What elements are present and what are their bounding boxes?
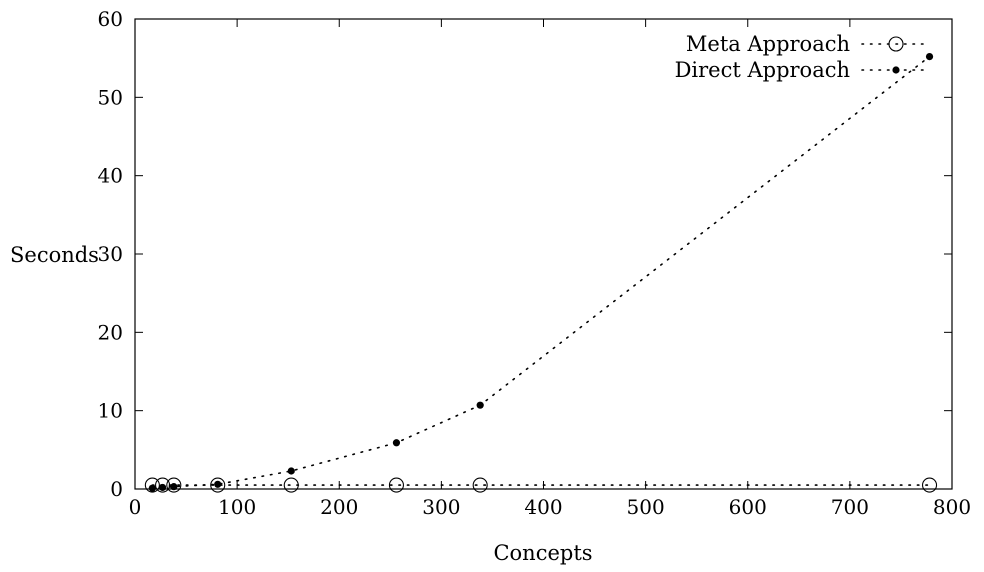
x-tick-label: 400 — [524, 495, 562, 519]
y-tick-label: 40 — [98, 164, 123, 188]
x-tick-label: 300 — [422, 495, 460, 519]
direct-approach-point — [476, 401, 484, 409]
meta-approach-point — [388, 477, 404, 493]
y-tick-label: 30 — [98, 242, 123, 266]
y-tick-label: 10 — [98, 399, 123, 423]
y-axis-title: Seconds — [10, 243, 99, 267]
series-marks — [144, 53, 938, 493]
meta-approach-point — [210, 477, 226, 493]
plot-frame — [134, 18, 953, 490]
direct-approach-point — [392, 439, 401, 447]
x-tick-label: 600 — [729, 495, 767, 519]
x-tick-label: 500 — [627, 495, 665, 519]
meta-approach-point — [283, 477, 299, 493]
y-tick-label: 0 — [110, 477, 123, 501]
legend-marker-meta-approach — [888, 36, 904, 52]
legend-label-direct-approach: Direct Approach — [675, 58, 850, 82]
meta-approach-point — [166, 477, 182, 493]
direct-approach-point — [287, 467, 295, 475]
legend-marker-direct-approach — [892, 66, 900, 74]
x-tick-label: 800 — [933, 495, 971, 519]
y-tick-label: 20 — [98, 320, 123, 344]
legend-label-meta-approach: Meta Approach — [686, 32, 850, 56]
y-tick-label: 50 — [98, 85, 123, 109]
meta-approach-point — [921, 477, 938, 493]
meta-approach-point — [155, 477, 171, 493]
x-tick-label: 200 — [320, 495, 358, 519]
direct-approach-point — [158, 483, 167, 492]
meta-approach-point — [472, 477, 488, 493]
direct-approach-point — [170, 483, 178, 491]
direct-approach-point — [148, 484, 156, 492]
meta-approach-point — [144, 477, 160, 493]
direct-approach-point — [214, 480, 222, 488]
series-lines — [151, 55, 931, 490]
x-axis-title: Concepts — [493, 541, 592, 565]
x-tick-label: 700 — [831, 495, 869, 519]
x-tick-label: 100 — [218, 495, 256, 519]
tick-labels: 0 100 200 300 400 500 600 700 800 0 10 20 30 40 50 60 — [98, 7, 972, 519]
y-tick-label: 60 — [98, 7, 123, 31]
axis-ticks — [134, 18, 953, 490]
direct-approach-line — [151, 55, 931, 490]
x-tick-label: 0 — [129, 495, 142, 519]
direct-approach-point — [925, 53, 934, 61]
